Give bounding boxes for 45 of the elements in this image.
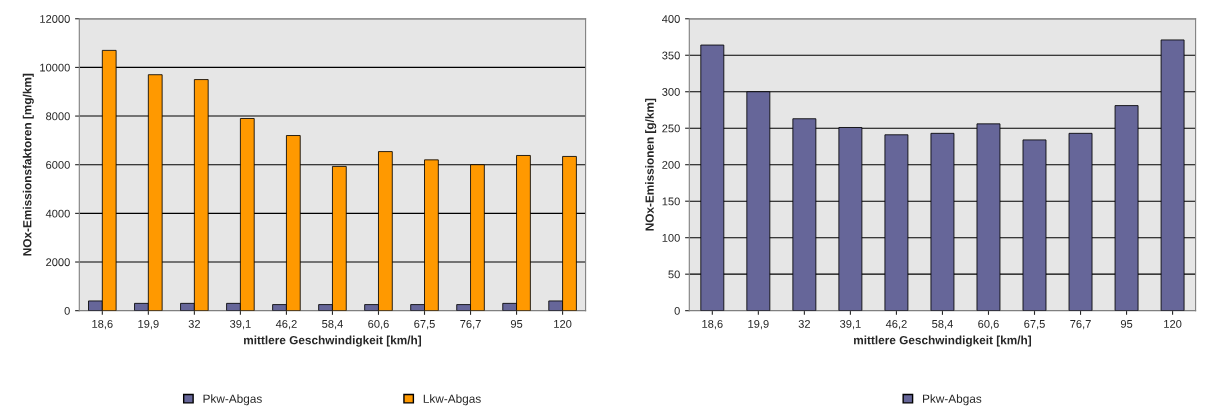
x-tick-label: 76,7 — [460, 319, 481, 330]
x-tick-label: 18,6 — [92, 319, 113, 330]
legend-label: Pkw-Abgas — [203, 394, 262, 406]
y-tick-label: 100 — [662, 233, 680, 242]
y-tick-label: 8000 — [46, 112, 70, 121]
x-tick-label: 60,6 — [978, 319, 999, 330]
x-tick-label: 58,4 — [322, 319, 343, 330]
x-tick-label: 60,6 — [368, 319, 389, 330]
x-tick-label: 76,7 — [1070, 319, 1091, 330]
x-tick-label: 32 — [188, 319, 200, 328]
y-tick-label: 250 — [662, 124, 680, 133]
y-tick-label: 6000 — [46, 160, 70, 169]
x-axis-title: mittlere Geschwindigkeit [km/h] — [244, 335, 422, 347]
y-tick-label: 12000 — [40, 15, 70, 23]
y-axis-title: NOx-Emissionsfaktoren [mg/km] — [22, 73, 34, 256]
x-tick-label: 120 — [554, 319, 572, 328]
x-axis-title: mittlere Geschwindigkeit [km/h] — [854, 335, 1032, 347]
y-tick-label: 50 — [668, 270, 680, 279]
y-tick-label: 300 — [662, 88, 680, 96]
legend-label: Pkw-Abgas — [923, 394, 982, 406]
y-tick-label: 150 — [662, 197, 680, 206]
y-axis-title: NOx-Emissionen [g/km] — [645, 98, 657, 231]
legend-label: Lkw-Abgas — [423, 394, 481, 406]
y-tick-label: 0 — [674, 306, 680, 315]
y-tick-label: 10000 — [40, 63, 70, 72]
x-tick-label: 19,9 — [138, 319, 159, 330]
x-tick-label: 32 — [798, 319, 810, 328]
x-tick-label: 120 — [1164, 319, 1182, 328]
x-tick-label: 46,2 — [275, 319, 297, 330]
x-tick-label: 19,9 — [748, 319, 769, 330]
x-tick-label: 95 — [510, 319, 523, 328]
x-tick-label: 67,5 — [1024, 319, 1045, 330]
x-tick-label: 95 — [1120, 319, 1133, 328]
x-tick-label: 58,4 — [932, 319, 953, 330]
x-tick-label: 39,1 — [840, 319, 861, 330]
y-tick-label: 350 — [662, 51, 680, 60]
y-tick-label: 4000 — [45, 209, 70, 218]
x-tick-label: 46,2 — [885, 319, 907, 330]
x-tick-label: 67,5 — [414, 319, 435, 330]
y-tick-label: 200 — [662, 160, 680, 169]
y-tick-label: 0 — [64, 306, 70, 315]
x-tick-label: 39,1 — [230, 319, 251, 330]
y-tick-label: 400 — [661, 15, 680, 23]
y-tick-label: 2000 — [46, 258, 70, 267]
x-tick-label: 18,6 — [702, 319, 723, 330]
